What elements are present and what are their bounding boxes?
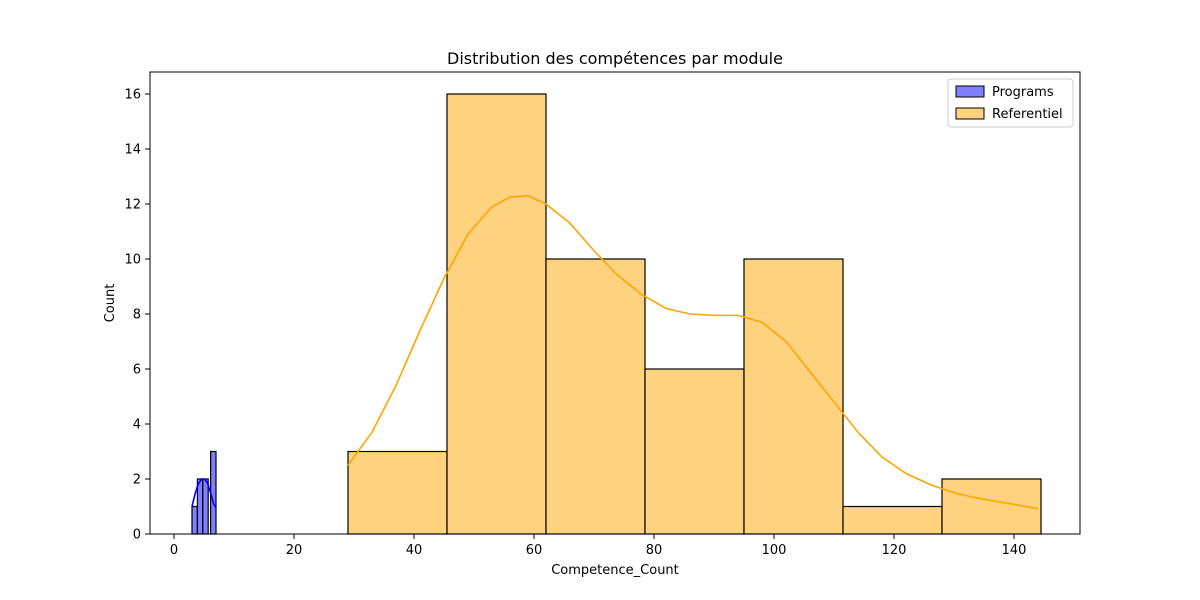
bar-programs-2 [202, 478, 209, 535]
bar-referentiel-2 [545, 258, 646, 535]
y-tick-label: 12 [124, 198, 141, 213]
kde-line-programs [191, 478, 217, 509]
kde-layer [191, 194, 1039, 510]
x-tick-label: 0 [170, 543, 178, 558]
y-tick-label: 16 [124, 88, 141, 103]
y-axis: 0 2 4 6 8 10 12 14 16 [124, 88, 150, 543]
kde-line-referentiel [347, 194, 1039, 510]
x-tick-label: 40 [406, 543, 423, 558]
x-tick-label: 120 [882, 543, 907, 558]
y-tick-label: 6 [133, 363, 141, 378]
x-tick-label: 140 [1002, 543, 1027, 558]
legend-label-referentiel: Referentiel [992, 107, 1063, 122]
y-tick-label: 2 [133, 473, 141, 488]
bar-referentiel-1 [446, 93, 547, 535]
x-tick-label: 80 [646, 543, 663, 558]
x-tick-label: 60 [526, 543, 543, 558]
bar-referentiel-5 [842, 505, 943, 535]
x-axis: 0 20 40 60 80 100 120 140 [170, 534, 1027, 558]
y-axis-label: Count [103, 284, 118, 323]
bars-layer [191, 93, 1042, 535]
legend-swatch-programs [955, 85, 985, 98]
y-tick-label: 4 [133, 418, 141, 433]
bar-referentiel-4 [743, 258, 844, 535]
y-tick-label: 14 [124, 143, 141, 158]
y-tick-label: 0 [133, 528, 141, 543]
legend-label-programs: Programs [992, 85, 1054, 100]
bar-referentiel-0 [347, 450, 448, 535]
y-tick-label: 8 [133, 308, 141, 323]
bar-programs-0 [191, 505, 199, 535]
x-axis-label: Competence_Count [551, 563, 679, 578]
y-tick-label: 10 [124, 253, 141, 268]
legend-swatch-referentiel [955, 107, 985, 120]
plot-area-frame [149, 71, 1081, 535]
legend: Programs Referentiel [947, 78, 1074, 128]
chart-title: Distribution des compétences par module [447, 49, 783, 68]
x-tick-label: 20 [286, 543, 303, 558]
bar-programs-1 [196, 478, 204, 535]
bar-referentiel-3 [644, 368, 745, 535]
x-tick-label: 100 [762, 543, 787, 558]
